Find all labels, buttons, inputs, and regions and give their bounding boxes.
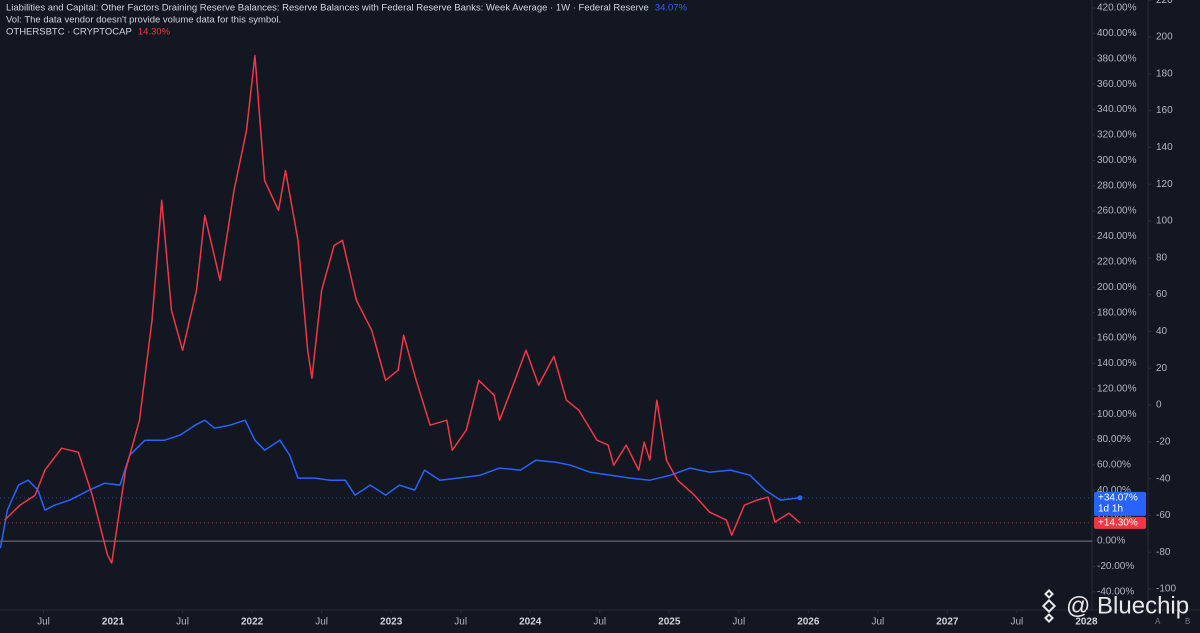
y-tick-label: 340.00%	[1097, 104, 1137, 115]
y-tick-label: 400.00%	[1097, 28, 1137, 39]
y2-tick-label: -40	[1156, 473, 1171, 484]
x-tick-label: Jul	[176, 617, 189, 628]
x-tick-label: Jul	[593, 617, 606, 628]
y-tick-label: 80.00%	[1097, 434, 1131, 445]
y2-tick-label: 80	[1156, 252, 1168, 263]
y-tick-label: 0.00%	[1097, 536, 1125, 547]
y-tick-label: 160.00%	[1097, 333, 1137, 344]
x-tick-label: Jul	[315, 617, 328, 628]
x-tick-label: 2024	[519, 617, 542, 628]
last-point	[797, 495, 803, 501]
axis-button: A	[1155, 617, 1161, 626]
y2-tick-label: -80	[1156, 547, 1171, 558]
y-tick-label: 360.00%	[1097, 79, 1137, 90]
axis-button: B	[1185, 617, 1190, 626]
y-tick-label: 140.00%	[1097, 358, 1137, 369]
y2-tick-label: 100	[1156, 216, 1173, 227]
price-label: +34.07%	[1098, 492, 1138, 503]
legend-value: 14.30%	[138, 27, 171, 38]
countdown: 1d 1h	[1098, 503, 1123, 514]
x-tick-label: Jul	[1011, 617, 1024, 628]
y-tick-label: 100.00%	[1097, 409, 1137, 420]
x-tick-label: 2026	[797, 617, 820, 628]
y2-tick-label: 20	[1156, 363, 1168, 374]
y-tick-label: -40.00%	[1097, 586, 1134, 597]
y-tick-label: 120.00%	[1097, 383, 1137, 394]
x-tick-label: 2028	[1075, 617, 1098, 628]
series-line	[0, 419, 801, 549]
x-tick-label: 2027	[936, 617, 959, 628]
x-tick-label: Jul	[871, 617, 884, 628]
y-tick-label: 180.00%	[1097, 307, 1137, 318]
price-label: +14.30%	[1098, 518, 1138, 529]
y2-tick-label: -20	[1156, 436, 1171, 447]
y2-tick-label: 220	[1156, 0, 1173, 6]
legend-title: OTHERSBTC · CRYPTOCAP	[6, 27, 132, 38]
y2-tick-label: 180	[1156, 68, 1173, 79]
series-line	[4, 54, 801, 564]
y-tick-label: 240.00%	[1097, 231, 1137, 242]
y2-tick-label: 60	[1156, 289, 1168, 300]
watermark-text: @ Bluechip	[1066, 592, 1189, 619]
price-label-box	[1094, 516, 1146, 529]
watermark: @ Bluechip	[1041, 589, 1189, 623]
y2-tick-label: 200	[1156, 32, 1173, 43]
x-tick-label: Jul	[732, 617, 745, 628]
watermark-logo	[1041, 589, 1057, 623]
x-tick-label: 2021	[102, 617, 125, 628]
y2-tick-label: 40	[1156, 326, 1168, 337]
x-tick-label: 2025	[658, 617, 681, 628]
y-tick-label: 300.00%	[1097, 155, 1137, 166]
y-tick-label: 220.00%	[1097, 256, 1137, 267]
y-tick-label: 40.00%	[1097, 485, 1131, 496]
y-tick-label: 320.00%	[1097, 130, 1137, 141]
x-tick-label: Jul	[37, 617, 50, 628]
legend-value: 34.07%	[655, 3, 688, 14]
y-tick-label: 260.00%	[1097, 206, 1137, 217]
x-tick-label: Jul	[454, 617, 467, 628]
x-tick-label: 2023	[380, 617, 403, 628]
y-tick-label: 60.00%	[1097, 460, 1131, 471]
y-tick-label: 280.00%	[1097, 180, 1137, 191]
plot-area	[0, 54, 1092, 564]
subtitle: Vol: The data vendor doesn't provide vol…	[6, 15, 281, 26]
legend-title: Liabilities and Capital: Other Factors D…	[6, 3, 649, 14]
y2-tick-label: -60	[1156, 510, 1171, 521]
y2-tick-label: 120	[1156, 179, 1173, 190]
y2-tick-label: 140	[1156, 142, 1173, 153]
y-tick-label: 380.00%	[1097, 53, 1137, 64]
y2-tick-label: 160	[1156, 105, 1173, 116]
price-label-box	[1094, 491, 1146, 516]
y2-tick-label: 0	[1156, 400, 1162, 411]
y-tick-label: 420.00%	[1097, 3, 1137, 14]
x-tick-label: 2022	[241, 617, 264, 628]
y-tick-label: -20.00%	[1097, 561, 1134, 572]
y2-tick-label: -100	[1156, 584, 1176, 595]
y-tick-label: 200.00%	[1097, 282, 1137, 293]
